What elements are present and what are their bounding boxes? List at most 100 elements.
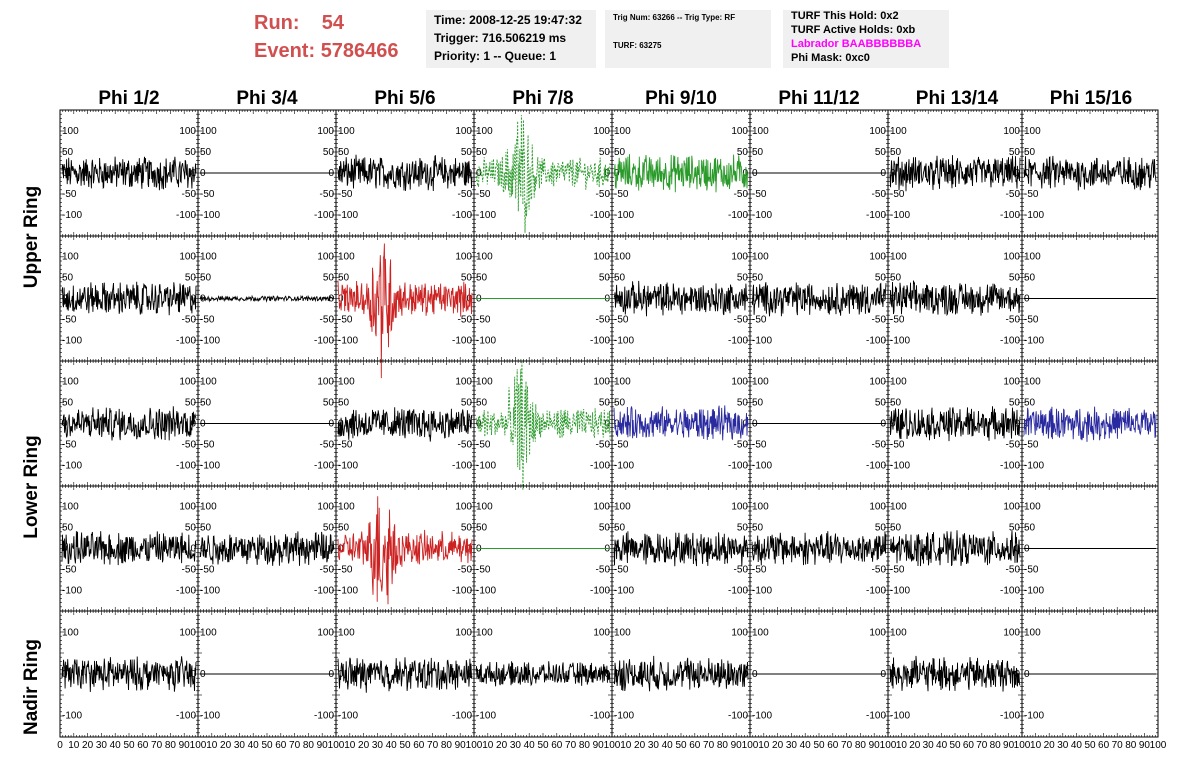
waveform-trace — [199, 531, 335, 566]
y-tick-label: -50 — [200, 315, 215, 326]
y-tick-label-right: 50 — [185, 147, 197, 158]
time-text: Time: 2008-12-25 19:47:32 — [434, 13, 582, 27]
y-tick-label-right: -100 — [866, 461, 886, 472]
y-tick-label-right: -50 — [872, 440, 887, 451]
y-tick-label: -50 — [476, 315, 491, 326]
x-tick-label: 50 — [261, 740, 273, 751]
y-tick-label-right: -50 — [320, 565, 335, 576]
y-tick-label: 50 — [752, 523, 764, 534]
trig-num-text: Trig Num: 63266 -- Trig Type: RF — [613, 13, 736, 22]
y-tick-label-right: 0 — [190, 419, 196, 430]
y-tick-label-right: -100 — [314, 336, 334, 347]
x-tick-label: 40 — [662, 740, 674, 751]
y-tick-label-right: 50 — [461, 523, 473, 534]
y-tick-label: -100 — [476, 210, 496, 221]
y-tick-label-right: 50 — [1009, 523, 1021, 534]
y-tick-label-right: 100 — [593, 377, 610, 388]
y-tick-label-right: 100 — [869, 252, 886, 263]
x-tick-label: 50 — [1084, 740, 1096, 751]
waveform-trace — [337, 407, 473, 442]
y-tick-label-right: 100 — [455, 502, 472, 513]
y-tick-label: 50 — [890, 398, 902, 409]
x-tick-label: 40 — [1071, 740, 1083, 751]
labrador-text: Labrador BAABBBBBBA — [791, 38, 922, 50]
waveform-trace — [613, 531, 749, 567]
y-tick-label: 50 — [890, 523, 902, 534]
col-header-phi-11-12: Phi 11/12 — [778, 88, 860, 109]
x-tick-label: 70 — [565, 740, 577, 751]
x-tick-label: 50 — [813, 740, 825, 751]
y-tick-label: -50 — [200, 189, 215, 200]
x-tick-label: 30 — [786, 740, 798, 751]
waveform-trace — [751, 282, 887, 317]
y-tick-label: 100 — [1024, 627, 1041, 638]
y-tick-label: -50 — [890, 315, 905, 326]
y-tick-label-right: -100 — [1000, 711, 1020, 722]
y-tick-label-right: 100 — [731, 627, 748, 638]
waveform-trace — [199, 294, 335, 303]
y-tick-label: -100 — [338, 711, 358, 722]
x-tick-label: 30 — [1057, 740, 1069, 751]
y-tick-label: 100 — [338, 252, 355, 263]
y-tick-label-right: -50 — [734, 440, 749, 451]
y-tick-label: -50 — [890, 440, 905, 451]
y-tick-label-right: -50 — [872, 189, 887, 200]
y-tick-label-right: -50 — [182, 440, 197, 451]
x-tick-label: 40 — [110, 740, 122, 751]
y-tick-label-right: 100 — [179, 377, 196, 388]
y-tick-label: -50 — [200, 440, 215, 451]
y-tick-label-right: 50 — [599, 147, 611, 158]
y-tick-label-right: -50 — [458, 315, 473, 326]
y-tick-label: -100 — [752, 210, 772, 221]
y-tick-label: -50 — [1024, 440, 1039, 451]
x-tick-label: 70 — [427, 740, 439, 751]
y-tick-label-right: -50 — [1006, 189, 1021, 200]
y-tick-label-right: -50 — [872, 565, 887, 576]
x-tick-label: 100 — [604, 740, 621, 751]
y-tick-label-right: 50 — [323, 398, 335, 409]
y-tick-label: 100 — [1024, 377, 1041, 388]
waveform-trace — [337, 496, 473, 605]
y-tick-label: -100 — [752, 336, 772, 347]
y-tick-label-right: -100 — [176, 210, 196, 221]
y-tick-label-right: -100 — [590, 711, 610, 722]
col-header-phi-3-4: Phi 3/4 — [236, 88, 298, 109]
y-tick-label: -100 — [890, 461, 910, 472]
y-tick-label: 100 — [752, 252, 769, 263]
y-tick-label: -100 — [614, 461, 634, 472]
col-header-phi-9-10: Phi 9/10 — [645, 88, 717, 109]
y-tick-label: -50 — [890, 189, 905, 200]
x-tick-label: 90 — [1003, 740, 1015, 751]
x-tick-label: 60 — [413, 740, 425, 751]
turf-info-box: TURF This Hold: 0x2 TURF Active Holds: 0… — [783, 10, 949, 68]
col-header-phi-1-2: Phi 1/2 — [98, 88, 160, 109]
y-tick-label: -100 — [476, 586, 496, 597]
y-tick-label: 100 — [614, 377, 631, 388]
y-tick-label: -50 — [338, 440, 353, 451]
y-tick-label-right: 50 — [737, 273, 749, 284]
x-tick-label: 60 — [827, 740, 839, 751]
y-tick-label: 100 — [476, 377, 493, 388]
waveform-trace — [475, 360, 611, 491]
y-tick-label-right: -50 — [596, 440, 611, 451]
y-tick-label-right: 50 — [461, 398, 473, 409]
x-tick-label: 20 — [358, 740, 370, 751]
y-tick-label-right: 100 — [179, 627, 196, 638]
y-tick-label: 50 — [338, 273, 350, 284]
y-tick-label: -50 — [1024, 315, 1039, 326]
y-tick-label-right: -100 — [590, 210, 610, 221]
y-tick-label-right: -50 — [182, 315, 197, 326]
y-tick-label-right: -100 — [314, 210, 334, 221]
y-tick-label: 100 — [1024, 502, 1041, 513]
x-tick-label: 80 — [441, 740, 453, 751]
y-tick-label: 100 — [614, 502, 631, 513]
